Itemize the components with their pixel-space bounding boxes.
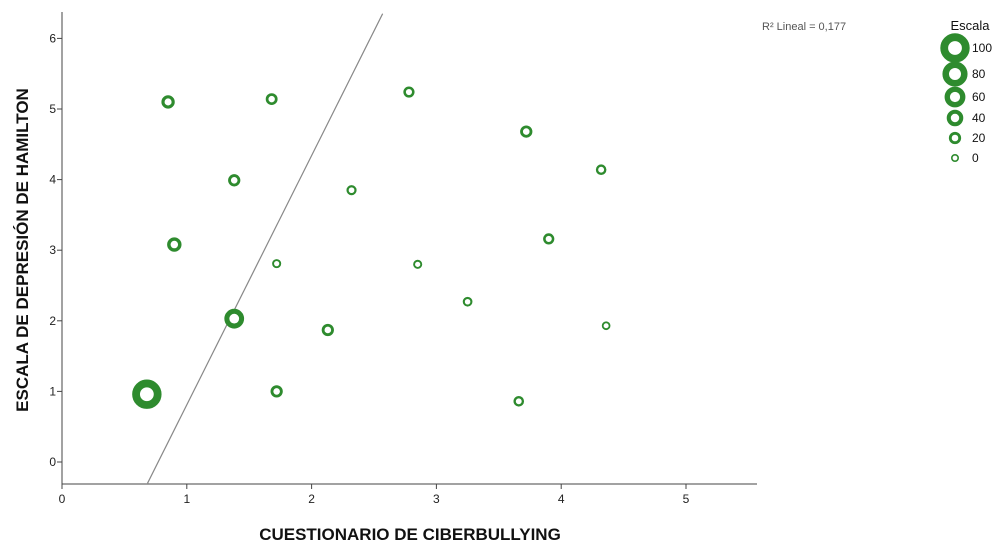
data-point xyxy=(595,164,607,176)
legend-marker xyxy=(950,154,959,163)
plot-axes xyxy=(61,12,757,485)
y-tick-label: 1 xyxy=(49,384,56,398)
data-point xyxy=(224,308,245,329)
data-point xyxy=(520,125,533,138)
data-point xyxy=(270,385,283,398)
legend-marker xyxy=(944,86,966,108)
data-point xyxy=(346,185,357,196)
x-tick-label: 0 xyxy=(59,492,66,506)
x-ticks: 0 1 2 3 4 5 xyxy=(59,484,690,506)
x-tick-label: 3 xyxy=(433,492,440,506)
x-tick-label: 5 xyxy=(683,492,690,506)
data-point xyxy=(321,323,334,337)
y-ticks: 0 1 2 3 4 5 6 xyxy=(49,31,62,469)
legend-marker xyxy=(942,61,968,87)
legend-label: 80 xyxy=(972,67,986,81)
data-point xyxy=(272,259,282,269)
y-axis-title: ESCALA DE DEPRESIÓN DE HAMILTON xyxy=(13,88,32,412)
fit-line xyxy=(147,13,384,484)
y-tick-label: 5 xyxy=(49,102,56,116)
y-tick-label: 0 xyxy=(49,455,56,469)
r-squared-annotation: R² Lineal = 0,177 xyxy=(762,21,846,33)
x-tick-label: 4 xyxy=(558,492,565,506)
y-tick-label: 2 xyxy=(49,314,56,328)
size-legend: Escala 100 80 60 40 20 0 xyxy=(940,18,992,165)
x-axis-title: CUESTIONARIO DE CIBERBULLYING xyxy=(259,525,561,544)
y-tick-label: 3 xyxy=(49,243,56,257)
data-point xyxy=(167,237,182,252)
data-point xyxy=(462,296,473,307)
legend-items: 100 80 60 40 20 0 xyxy=(940,33,992,165)
legend-label: 60 xyxy=(972,90,986,104)
legend-title: Escala xyxy=(950,18,990,33)
x-tick-label: 2 xyxy=(308,492,315,506)
legend-marker xyxy=(940,33,970,63)
legend-label: 100 xyxy=(972,41,992,55)
data-point xyxy=(513,395,525,407)
legend-label: 20 xyxy=(972,131,986,145)
y-tick-label: 6 xyxy=(49,31,56,45)
data-point xyxy=(403,86,415,98)
legend-label: 40 xyxy=(972,111,986,125)
data-point xyxy=(265,93,278,106)
data-points xyxy=(132,86,611,409)
legend-label: 0 xyxy=(972,151,979,165)
data-point xyxy=(413,259,423,269)
data-point xyxy=(601,321,611,331)
data-point xyxy=(543,233,555,245)
data-point xyxy=(228,174,241,187)
data-point xyxy=(161,95,175,109)
x-tick-label: 1 xyxy=(183,492,190,506)
y-tick-label: 4 xyxy=(49,173,56,187)
data-point xyxy=(132,379,162,409)
legend-marker xyxy=(946,109,964,127)
legend-marker xyxy=(948,131,962,145)
